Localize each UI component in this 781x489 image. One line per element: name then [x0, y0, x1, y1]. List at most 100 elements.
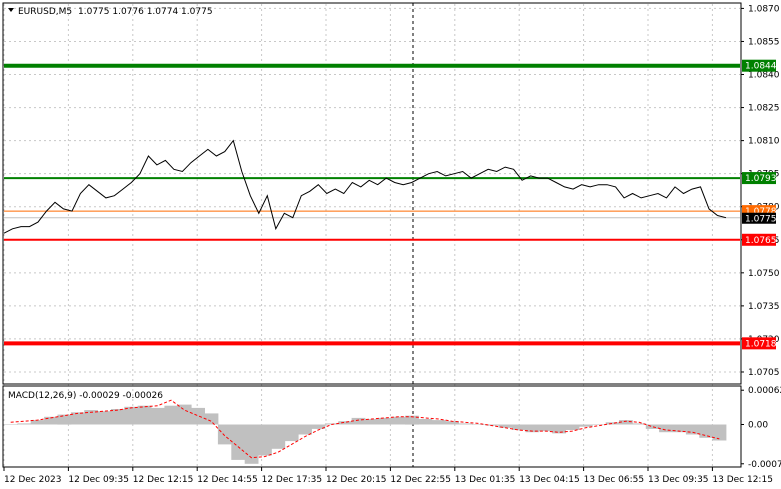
macd-bar	[244, 424, 259, 464]
price-tick-label: 1.0810	[748, 137, 780, 147]
macd-bar	[565, 424, 580, 430]
level-tag	[742, 59, 776, 72]
time-axis: 12 Dec 2023 12 Dec 09:35 12 Dec 12:15 12 De…	[3, 467, 773, 485]
ask-price-label: 1.0778	[745, 207, 777, 217]
price-tick-label: 1.0750	[748, 269, 780, 279]
current-price-tag	[742, 212, 776, 224]
level-tag	[742, 337, 776, 350]
time-tick-label: 13 Dec 06:55	[584, 475, 645, 485]
macd-bar	[351, 417, 366, 425]
macd-histogram	[4, 404, 727, 464]
macd-bar	[431, 420, 446, 425]
macd-bar	[151, 407, 165, 425]
level-tag	[742, 233, 776, 246]
price-tick-label: 1.0840	[748, 71, 780, 81]
macd-bar	[191, 407, 205, 425]
time-tick-label: 12 Dec 12:15	[133, 475, 194, 485]
time-tick-label: 13 Dec 01:35	[455, 475, 516, 485]
macd-tick-label: 0.00	[748, 421, 768, 431]
macd-bar	[4, 424, 18, 425]
macd-bar	[391, 416, 406, 425]
price-tick-label: 1.0870	[748, 4, 780, 14]
macd-bar	[578, 424, 593, 427]
macd-bar	[298, 424, 312, 435]
level-tag	[742, 172, 776, 185]
macd-tick-label: 0.00062	[748, 386, 781, 396]
macd-bar	[271, 424, 286, 449]
macd-bar	[685, 424, 700, 435]
macd-bar	[111, 409, 125, 425]
time-tick-label: 12 Dec 14:55	[197, 475, 258, 485]
time-tick-label: 13 Dec 09:35	[648, 475, 709, 485]
price-marker-lines	[4, 210, 740, 219]
macd-bar	[204, 413, 219, 425]
macd-bar	[164, 405, 179, 425]
ask-price-tag	[742, 205, 776, 217]
price-tick-label: 1.0735	[748, 302, 780, 312]
macd-bar	[177, 404, 192, 425]
macd-bar	[672, 424, 687, 433]
macd-bar	[324, 423, 339, 425]
price-tick-label: 1.0705	[748, 368, 780, 378]
macd-bar	[30, 420, 45, 425]
macd-bar	[231, 424, 246, 460]
level-lines[interactable]	[4, 63, 740, 346]
level-tag-label: 1.0793	[745, 174, 777, 184]
macd-bar	[97, 411, 112, 425]
macd-bar	[512, 424, 526, 430]
macd-bar	[525, 424, 540, 433]
time-tick-label: 12 Dec 20:15	[326, 475, 387, 485]
time-tick-label: 12 Dec 2023	[4, 475, 62, 485]
macd-label: MACD(12,26,9) -0.00029 -0.00026	[8, 391, 163, 401]
macd-bar	[378, 417, 393, 425]
time-tick-label: 12 Dec 17:35	[262, 475, 323, 485]
macd-bar	[699, 424, 714, 438]
time-tick-label: 12 Dec 09:35	[68, 475, 129, 485]
macd-bar	[84, 410, 98, 425]
current-price-label: 1.0775	[745, 215, 777, 225]
time-tick-label: 13 Dec 12:15	[712, 475, 773, 485]
macd-bar	[712, 424, 727, 441]
macd-pane-frame	[2, 385, 742, 468]
macd-bar	[472, 424, 486, 425]
macd-bar	[498, 424, 513, 428]
macd-bar	[57, 414, 72, 425]
dropdown-triangle-icon[interactable]	[8, 8, 14, 12]
macd-bar	[418, 419, 433, 425]
symbol-label: EURUSD,M5	[18, 7, 72, 17]
macd-bar	[592, 424, 607, 425]
grid-lines	[3, 4, 740, 467]
macd-bar	[217, 424, 232, 445]
macd-bar	[137, 405, 152, 425]
macd-bar	[445, 421, 459, 425]
macd-bar	[311, 424, 326, 429]
macd-signal-line	[10, 399, 720, 459]
macd-bar	[405, 415, 419, 425]
macd-bar	[284, 424, 299, 442]
level-tag-label: 1.0765	[745, 236, 777, 246]
price-line	[3, 139, 727, 234]
price-tick-label: 1.0825	[748, 104, 780, 114]
time-tick-label: 12 Dec 22:55	[390, 475, 451, 485]
macd-bar	[17, 423, 32, 425]
level-tag-label: 1.0844	[745, 62, 777, 72]
macd-bar	[124, 406, 139, 425]
macd-bar	[70, 412, 85, 425]
macd-bar	[338, 421, 353, 425]
macd-bar	[552, 424, 566, 434]
macd-bar	[485, 424, 500, 426]
macd-bar	[632, 423, 647, 425]
macd-bar	[619, 420, 633, 425]
macd-bar	[538, 424, 553, 432]
macd-bar	[458, 423, 473, 425]
macd-bar	[645, 424, 660, 429]
level-tag-label: 1.0718	[745, 339, 777, 349]
main-pane-frame	[2, 2, 742, 385]
macd-bar	[44, 416, 58, 425]
price-tick-label: 1.0855	[748, 37, 780, 47]
macd-bar	[659, 424, 673, 433]
